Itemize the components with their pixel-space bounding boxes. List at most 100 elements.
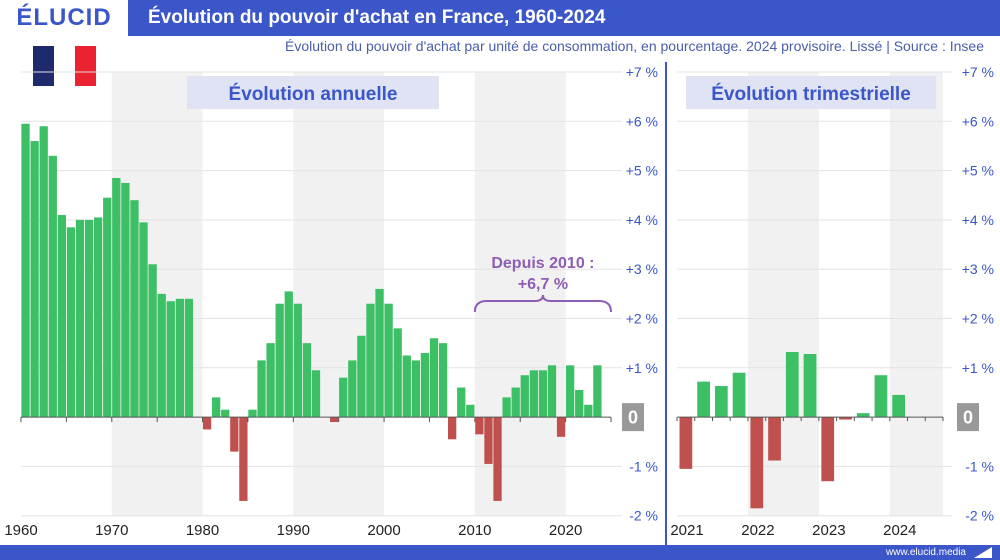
- annual-bar-1994: [330, 417, 339, 423]
- quarterly-bar-2022-Q4: [803, 353, 817, 418]
- elucid-mark-icon: [974, 547, 992, 558]
- x-tick-label: 1990: [277, 522, 310, 539]
- quarterly-bar-2023-Q1: [821, 417, 835, 482]
- annual-bar-2007: [448, 417, 457, 440]
- y-tick-label: 0: [628, 408, 638, 428]
- annual-bar-1980: [202, 417, 212, 430]
- y-tick-label: +2 %: [962, 311, 994, 327]
- annual-bar-1998: [366, 303, 375, 418]
- annual-bar-2018: [547, 365, 557, 418]
- footer-bar: [0, 545, 1000, 560]
- france-flag-icon: [33, 46, 96, 86]
- annual-bar-2023: [593, 365, 602, 418]
- annual-bar-2001: [393, 328, 402, 418]
- x-tick-label: 2020: [549, 522, 582, 539]
- annotation-brace: [473, 294, 612, 313]
- annual-bar-1969: [103, 197, 112, 418]
- quarterly-bar-2023-Q2: [839, 417, 852, 420]
- annual-bar-1983: [230, 417, 239, 452]
- zero-label-box: [957, 403, 979, 432]
- annual-bar-1985: [248, 409, 257, 418]
- annual-bar-2012: [493, 417, 502, 501]
- quarterly-bar-2021-Q2: [697, 381, 710, 418]
- y-tick-label: 0: [963, 408, 973, 428]
- annual-bar-1991: [302, 343, 312, 418]
- y-tick-label: +3 %: [962, 261, 994, 277]
- annual-bar-1976: [166, 301, 175, 418]
- annual-bar-2020: [566, 365, 575, 418]
- quarterly-bar-2022-Q1: [750, 417, 764, 509]
- y-tick-label: -1 %: [965, 458, 994, 474]
- y-tick-label: +2 %: [626, 311, 658, 327]
- annual-bar-2004: [420, 353, 430, 418]
- y-tick-label: +1 %: [962, 360, 994, 376]
- x-tick-label: 2024: [883, 522, 916, 539]
- panel-title-box: [187, 76, 439, 109]
- annual-bar-1964: [57, 214, 66, 418]
- annual-bar-2010: [475, 417, 484, 435]
- decade-band: [293, 72, 385, 516]
- y-tick-label: +5 %: [626, 163, 658, 179]
- annual-bar-1988: [275, 303, 284, 418]
- y-tick-label: +7 %: [962, 64, 994, 80]
- annual-bar-1970: [112, 177, 121, 418]
- annual-bar-2006: [438, 343, 448, 418]
- annual-bar-1968: [94, 217, 103, 418]
- quarterly-bar-2023-Q3: [856, 413, 870, 418]
- chart-subtitle: Évolution du pouvoir d'achat par unité d…: [285, 38, 984, 54]
- purchasing-power-chart: 1960 1970 1980 1990 2000 2010 2020 +7 % +6 % +5 %…: [4, 62, 994, 545]
- x-tick-label: 2000: [367, 522, 400, 539]
- y-tick-label: +3 %: [626, 261, 658, 277]
- quarterly-bar-2021-Q1: [679, 417, 693, 469]
- y-tick-label: +4 %: [626, 212, 658, 228]
- annual-bar-1960: [21, 123, 30, 418]
- annual-bar-1963: [48, 155, 57, 418]
- y-tick-label: +1 %: [626, 360, 658, 376]
- annual-bar-2002: [402, 355, 411, 418]
- panel-title-annual: Évolution annuelle: [229, 83, 398, 105]
- panel-title-box: [686, 76, 936, 109]
- y-tick-label: -2 %: [965, 508, 994, 524]
- annual-bar-1962: [39, 126, 48, 418]
- y-tick-label: -2 %: [629, 508, 658, 524]
- annual-bar-1977: [175, 298, 184, 418]
- panel-title-quarterly: Évolution trimestrielle: [711, 83, 911, 105]
- quarterly-bar-2021-Q4: [732, 372, 746, 418]
- annual-bar-1986: [257, 360, 266, 418]
- x-tick-label: 1960: [4, 522, 37, 539]
- quarterly-bar-2022-Q2: [768, 417, 781, 461]
- quarterly-bar-2021-Q3: [714, 386, 728, 418]
- year-band: [889, 72, 943, 516]
- elucid-logo[interactable]: ÉLUCID: [0, 0, 128, 36]
- annual-bar-1972: [130, 200, 139, 418]
- annual-bar-1999: [375, 288, 384, 418]
- footer-url[interactable]: www.elucid.media: [885, 547, 966, 558]
- quarterly-bar-2022-Q3: [785, 352, 799, 418]
- annual-bar-1974: [148, 264, 157, 418]
- annual-bar-2019: [556, 417, 566, 437]
- annual-bar-1992: [311, 370, 321, 418]
- annual-bar-2011: [484, 417, 493, 464]
- annual-bar-2021: [575, 389, 584, 418]
- y-tick-label: +4 %: [962, 212, 994, 228]
- annual-bar-2003: [411, 360, 420, 418]
- quarterly-bar-2023-Q4: [874, 375, 888, 418]
- annual-bar-2000: [384, 303, 393, 418]
- annual-bar-2013: [502, 397, 511, 418]
- annual-bar-2008: [457, 387, 466, 418]
- annual-bar-2016: [529, 370, 538, 418]
- annual-bar-2005: [429, 338, 439, 418]
- annual-bar-2015: [520, 375, 529, 418]
- y-tick-label: -1 %: [629, 458, 658, 474]
- annual-bar-1997: [357, 335, 366, 418]
- annual-bar-1961: [30, 141, 39, 418]
- annual-bar-1984: [239, 417, 248, 501]
- annual-bar-1996: [348, 360, 357, 418]
- annual-bar-1973: [139, 222, 148, 418]
- annual-bar-1967: [84, 219, 94, 418]
- header-bar: ÉLUCID Évolution du pouvoir d'achat en F…: [0, 0, 1000, 36]
- x-tick-label: 2022: [741, 522, 774, 539]
- annual-bar-1971: [121, 182, 130, 418]
- annual-bar-1978: [184, 298, 194, 418]
- annual-bar-1975: [157, 293, 166, 418]
